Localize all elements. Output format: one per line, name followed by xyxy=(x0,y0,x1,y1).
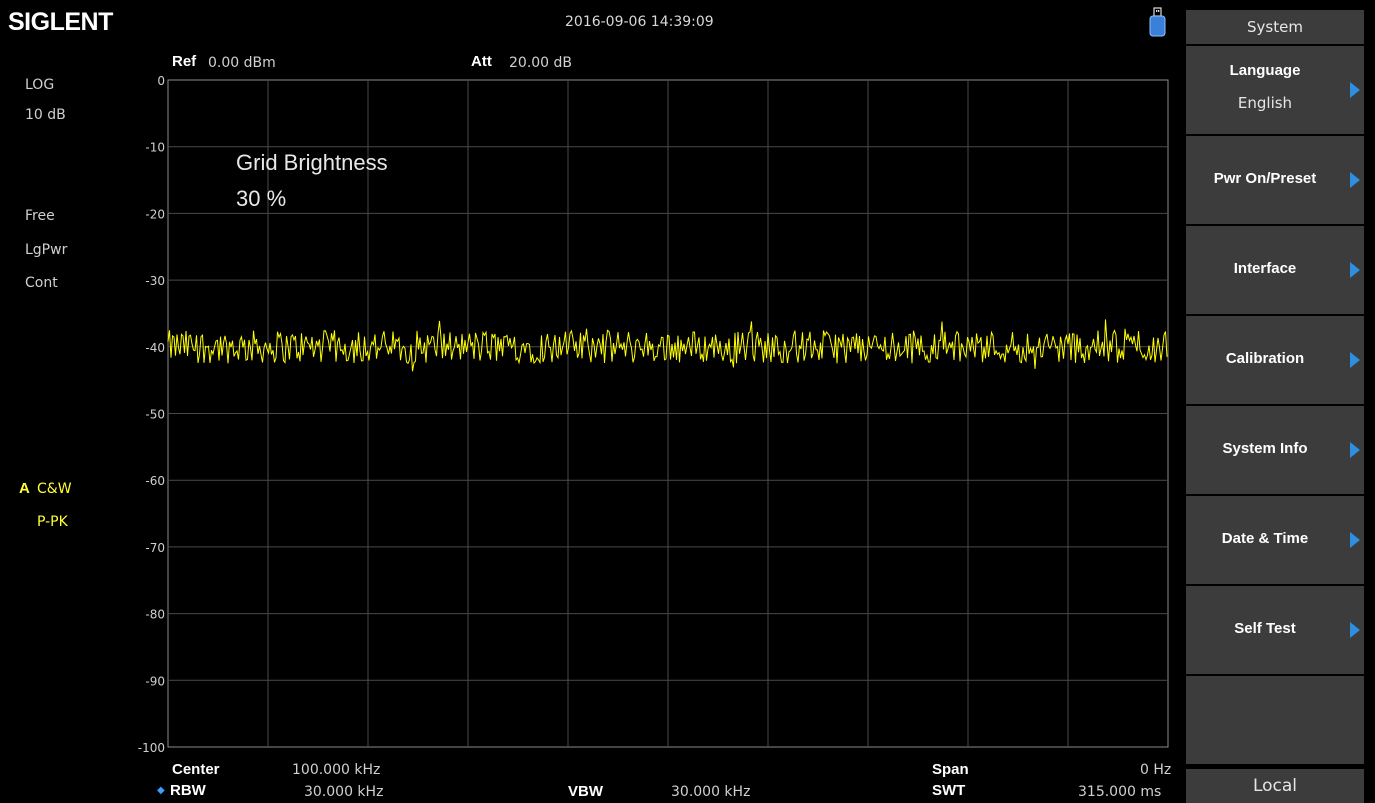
softkey-value: English xyxy=(1237,94,1293,112)
trace-mode: C&W xyxy=(37,481,72,497)
overlay-value: 30 % xyxy=(236,186,287,211)
sweep-mode: Cont xyxy=(25,275,58,291)
softkey-label: Language xyxy=(1229,62,1301,79)
softkey-calibration[interactable]: Calibration xyxy=(1186,316,1364,404)
average-type: LgPwr xyxy=(25,242,68,258)
vbw-label: VBW xyxy=(568,783,603,800)
y-tick-label: -90 xyxy=(145,674,165,688)
ref-label: Ref xyxy=(172,53,197,70)
softkey-label: Pwr On/Preset xyxy=(1213,170,1317,187)
y-tick-label: -100 xyxy=(138,741,165,755)
softkey-label: Self Test xyxy=(1234,620,1296,637)
local-button[interactable]: Local xyxy=(1186,769,1364,803)
softkey-self-test[interactable]: Self Test xyxy=(1186,586,1364,674)
span-value[interactable]: 0 Hz xyxy=(1140,762,1172,778)
softkey-empty xyxy=(1186,676,1364,764)
swt-value[interactable]: 315.000 ms xyxy=(1078,784,1162,800)
chevron-right-icon xyxy=(1350,532,1360,548)
trace-letter: A xyxy=(19,480,30,497)
plot-grid xyxy=(168,80,1168,747)
chevron-right-icon xyxy=(1350,82,1360,98)
softkey-label: Calibration xyxy=(1225,350,1305,367)
y-tick-label: -40 xyxy=(145,341,165,355)
swt-label: SWT xyxy=(932,782,966,799)
vbw-value[interactable]: 30.000 kHz xyxy=(671,784,751,800)
y-axis-ticks: 0 -10 -20 -30 -40 -50 -60 -70 -80 -90 -100 xyxy=(138,74,165,755)
rbw-label: RBW xyxy=(170,782,206,799)
spectrum-plot: 0 -10 -20 -30 -40 -50 -60 -70 -80 -90 -100 xyxy=(138,74,1169,755)
y-tick-label: -70 xyxy=(145,541,165,555)
ref-value[interactable]: 0.00 dBm xyxy=(208,55,276,71)
chevron-right-icon xyxy=(1350,622,1360,638)
softkey-date-time[interactable]: Date & Time xyxy=(1186,496,1364,584)
rbw-auto-marker-icon: ◆ xyxy=(157,785,165,796)
att-label: Att xyxy=(471,53,492,70)
y-tick-label: 0 xyxy=(157,74,165,88)
softkey-label: System Info xyxy=(1222,440,1308,457)
center-value[interactable]: 100.000 kHz xyxy=(292,762,381,778)
y-tick-label: -60 xyxy=(145,474,165,488)
att-value[interactable]: 20.00 dB xyxy=(509,55,573,71)
chevron-right-icon xyxy=(1350,172,1360,188)
detector-mode: P-PK xyxy=(37,514,68,530)
menu-title: System xyxy=(1186,10,1364,44)
softkey-system-info[interactable]: System Info xyxy=(1186,406,1364,494)
y-tick-label: -30 xyxy=(145,274,165,288)
siglent-logo: SIGLENT xyxy=(8,8,113,36)
scale-type: LOG xyxy=(25,77,55,93)
overlay-title: Grid Brightness xyxy=(236,150,388,175)
span-label: Span xyxy=(932,761,969,778)
y-tick-label: -80 xyxy=(145,608,165,622)
y-tick-label: -10 xyxy=(145,141,165,155)
chevron-right-icon xyxy=(1350,262,1360,278)
y-tick-label: -20 xyxy=(145,207,165,221)
usb-storage-icon xyxy=(1149,7,1166,37)
center-label: Center xyxy=(172,761,220,778)
softkey-language[interactable]: Language English xyxy=(1186,46,1364,134)
softkey-pwr-on-preset[interactable]: Pwr On/Preset xyxy=(1186,136,1364,224)
softkey-label: Date & Time xyxy=(1221,530,1309,547)
y-tick-label: -50 xyxy=(145,408,165,422)
chevron-right-icon xyxy=(1350,442,1360,458)
datetime-readout: 2016-09-06 14:39:09 xyxy=(565,14,714,30)
chevron-right-icon xyxy=(1350,352,1360,368)
scale-per-div: 10 dB xyxy=(25,107,66,123)
top-status-bar: SIGLENT 2016-09-06 14:39:09 xyxy=(0,0,1183,44)
softkey-label: Interface xyxy=(1233,260,1297,277)
rbw-value[interactable]: 30.000 kHz xyxy=(304,784,384,800)
softkey-interface[interactable]: Interface xyxy=(1186,226,1364,314)
trace-a-line xyxy=(167,319,1168,372)
trigger-mode: Free xyxy=(25,208,55,224)
